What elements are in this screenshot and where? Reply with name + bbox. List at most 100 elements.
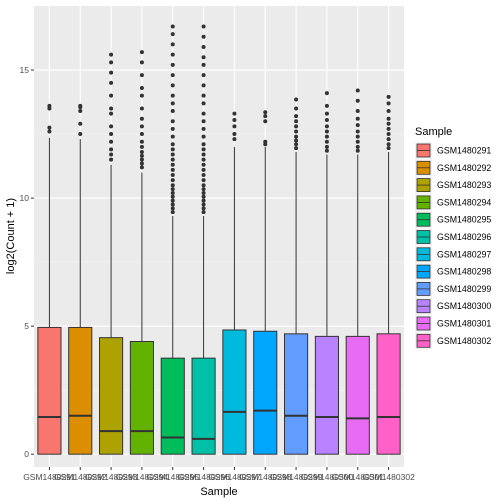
outlier-point <box>139 93 144 98</box>
outlier-point <box>170 202 175 207</box>
y-tick-label: 5 <box>24 321 29 331</box>
legend-label: GSM1480291 <box>437 146 491 156</box>
outlier-point <box>109 80 114 85</box>
outlier-point <box>109 93 114 98</box>
x-tick-label: GSM1480291 <box>23 472 76 482</box>
x-axis-title: Sample <box>200 486 237 498</box>
box-GSM1480301 <box>345 88 370 455</box>
outlier-point <box>139 60 144 65</box>
outlier-point <box>355 134 360 139</box>
outlier-point <box>170 109 175 114</box>
outlier-point <box>201 190 206 195</box>
outlier-point <box>294 124 299 129</box>
x-tick-label: GSM1480297 <box>208 472 261 482</box>
outlier-point <box>232 137 237 142</box>
outlier-point <box>263 114 268 119</box>
y-tick-label: 0 <box>24 449 29 459</box>
outlier-point <box>263 139 268 144</box>
x-tick-label: GSM1480298 <box>239 472 292 482</box>
outlier-point <box>78 132 83 137</box>
outlier-point <box>47 129 52 134</box>
outlier-point <box>109 111 114 116</box>
outlier-point <box>355 139 360 144</box>
outlier-point <box>170 42 175 47</box>
outlier-point <box>355 116 360 121</box>
outlier-point <box>386 142 391 147</box>
legend: Sample GSM1480291GSM1480292GSM1480293GSM… <box>415 126 491 350</box>
outlier-point <box>386 132 391 137</box>
outlier-point <box>201 167 206 172</box>
outlier-point <box>170 178 175 183</box>
outlier-point <box>294 106 299 111</box>
outlier-point <box>170 210 175 215</box>
outlier-point <box>170 198 175 203</box>
outlier-point <box>78 109 83 114</box>
outlier-point <box>201 134 206 139</box>
legend-label: GSM1480297 <box>437 249 491 259</box>
outlier-point <box>170 173 175 178</box>
outlier-point <box>201 157 206 162</box>
outlier-point <box>386 146 391 151</box>
y-axis: 0 5 10 15 <box>20 65 34 459</box>
legend-item-GSM1480295: GSM1480295 <box>415 211 491 229</box>
box-GSM1480292 <box>68 103 93 455</box>
outlier-point <box>324 103 329 108</box>
outlier-point <box>263 119 268 124</box>
outlier-point <box>109 147 114 152</box>
outlier-point <box>201 202 206 207</box>
outlier-point <box>109 70 114 75</box>
outlier-point <box>355 123 360 128</box>
y-tick-label: 10 <box>20 193 30 203</box>
outlier-point <box>355 98 360 103</box>
outlier-point <box>201 24 206 29</box>
box-body <box>222 329 247 455</box>
legend-item-GSM1480302: GSM1480302 <box>415 332 491 350</box>
outlier-point <box>355 148 360 153</box>
box-body <box>37 326 62 455</box>
outlier-point <box>170 101 175 106</box>
outlier-point <box>232 117 237 122</box>
outlier-point <box>139 161 144 166</box>
outlier-point <box>386 109 391 114</box>
legend-item-GSM1480293: GSM1480293 <box>415 176 491 194</box>
outlier-point <box>294 119 299 124</box>
outlier-point <box>201 206 206 211</box>
outlier-point <box>109 124 114 129</box>
outlier-point <box>170 167 175 172</box>
outlier-point <box>170 206 175 211</box>
box-body <box>253 330 278 455</box>
outlier-point <box>170 83 175 88</box>
outlier-point <box>170 126 175 131</box>
x-tick-label: GSM1480292 <box>54 472 107 482</box>
box-GSM1480302 <box>376 94 401 455</box>
outlier-point <box>78 121 83 126</box>
outlier-point <box>201 152 206 157</box>
outlier-point <box>139 153 144 158</box>
box-body <box>68 326 93 455</box>
legend-item-GSM1480298: GSM1480298 <box>415 263 491 281</box>
outlier-point <box>47 125 52 130</box>
box-body <box>314 335 339 455</box>
outlier-point <box>355 109 360 114</box>
outlier-point <box>386 121 391 126</box>
outlier-point <box>294 114 299 119</box>
outlier-point <box>324 117 329 122</box>
outlier-point <box>201 101 206 106</box>
outlier-point <box>386 116 391 121</box>
outlier-point <box>170 194 175 199</box>
outlier-point <box>294 142 299 147</box>
legend-label: GSM1480301 <box>437 319 491 329</box>
box-GSM1480293 <box>99 52 124 455</box>
outlier-point <box>170 93 175 98</box>
legend-label: GSM1480298 <box>437 267 491 277</box>
outlier-point <box>170 134 175 139</box>
outlier-point <box>324 129 329 134</box>
legend-label: GSM1480292 <box>437 163 491 173</box>
box-body <box>284 333 309 455</box>
y-axis-title: log2(Count + 1) <box>5 198 17 274</box>
legend-item-GSM1480294: GSM1480294 <box>415 193 491 211</box>
outlier-point <box>139 85 144 90</box>
outlier-point <box>201 55 206 60</box>
x-axis: GSM1480291GSM1480292GSM1480293GSM1480294… <box>23 467 415 482</box>
outlier-point <box>170 32 175 37</box>
